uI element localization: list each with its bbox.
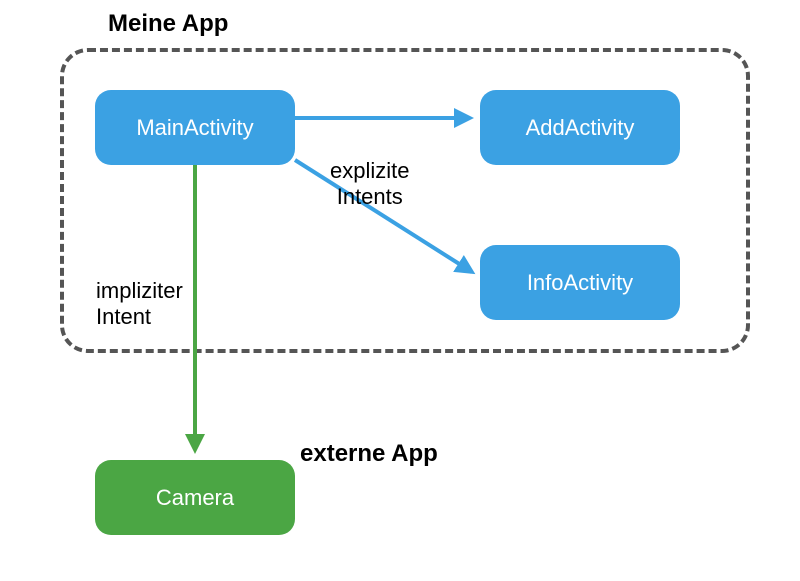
node-label: InfoActivity bbox=[527, 270, 633, 296]
node-camera: Camera bbox=[95, 460, 295, 535]
label-line2: Intents bbox=[337, 184, 403, 209]
node-info-activity: InfoActivity bbox=[480, 245, 680, 320]
label-line2: Intent bbox=[96, 304, 151, 329]
node-label: MainActivity bbox=[136, 115, 253, 141]
label-line1: impliziter bbox=[96, 278, 183, 303]
node-main-activity: MainActivity bbox=[95, 90, 295, 165]
label-explicit-intents: explizite Intents bbox=[330, 158, 409, 211]
label-implicit-intent: impliziter Intent bbox=[96, 278, 183, 331]
container-title: Meine App bbox=[108, 10, 228, 38]
external-app-label: externe App bbox=[300, 440, 438, 468]
node-label: Camera bbox=[156, 485, 234, 511]
label-line1: explizite bbox=[330, 158, 409, 183]
node-add-activity: AddActivity bbox=[480, 90, 680, 165]
intent-diagram: Meine App MainActivity AddActivity InfoA… bbox=[0, 0, 800, 581]
node-label: AddActivity bbox=[526, 115, 635, 141]
